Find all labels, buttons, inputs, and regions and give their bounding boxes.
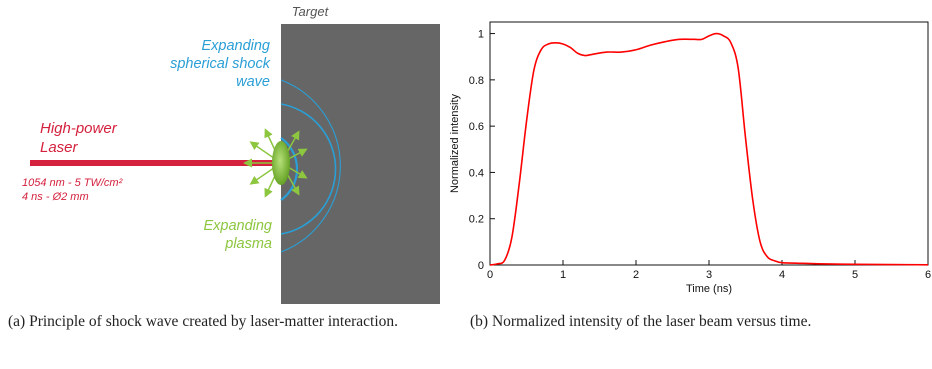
intensity-chart: 0 1 2 3 4 5 6 0 0.2 0.4 0.6 0.8 1 Time (ns) Normaliz… — [449, 21, 931, 295]
shock-label-line-3: wave — [236, 74, 270, 90]
y-tick-label: 0.4 — [469, 167, 484, 179]
laser-label-line-1: High-power — [40, 120, 118, 137]
shock-wave-arc-inner — [280, 137, 299, 201]
y-tick-label: 0 — [478, 260, 484, 272]
plasma-label-line-2: plasma — [224, 236, 272, 252]
x-tick-label: 3 — [706, 269, 712, 281]
target-label: Target — [292, 4, 330, 19]
shock-wave-arc-mid — [280, 103, 337, 235]
y-tick-label: 0.8 — [469, 75, 484, 87]
x-tick-label: 6 — [925, 269, 931, 281]
x-tick-label: 5 — [852, 269, 858, 281]
x-tick-label: 1 — [560, 269, 566, 281]
x-tick-label: 4 — [779, 269, 785, 281]
chart-ticks: 0 1 2 3 4 5 6 0 0.2 0.4 0.6 0.8 1 — [469, 29, 931, 281]
shock-wave-arc-outer — [280, 79, 341, 253]
plot-frame — [489, 21, 929, 266]
caption-a: (a) Principle of shock wave created by l… — [8, 313, 399, 330]
chart-axes — [489, 21, 929, 266]
target-block — [281, 24, 440, 304]
intensity-series-line — [489, 32, 929, 266]
y-tick-label: 0.2 — [469, 214, 484, 226]
laser-params-line-2: 4 ns - Ø2 mm — [22, 191, 89, 203]
y-tick-label: 1 — [478, 29, 484, 41]
x-axis-label: Time (ns) — [686, 283, 732, 295]
shock-label-line-2: spherical shock — [170, 56, 271, 72]
caption-b: (b) Normalized intensity of the laser be… — [470, 313, 812, 330]
shock-wave-diagram: Target Expanding spherical shock wave Hi… — [22, 4, 440, 304]
shock-label-line-1: Expanding — [201, 38, 270, 54]
plasma-label-line-1: Expanding — [203, 218, 272, 234]
y-tick-label: 0.6 — [469, 121, 484, 133]
x-tick-label: 0 — [487, 269, 493, 281]
x-tick-label: 2 — [633, 269, 639, 281]
laser-label-line-2: Laser — [40, 139, 79, 156]
laser-beam — [30, 160, 282, 166]
laser-params-line-1: 1054 nm - 5 TW/cm² — [22, 177, 123, 189]
y-axis-label: Normalized intensity — [449, 93, 461, 193]
plasma-plume — [272, 141, 290, 185]
